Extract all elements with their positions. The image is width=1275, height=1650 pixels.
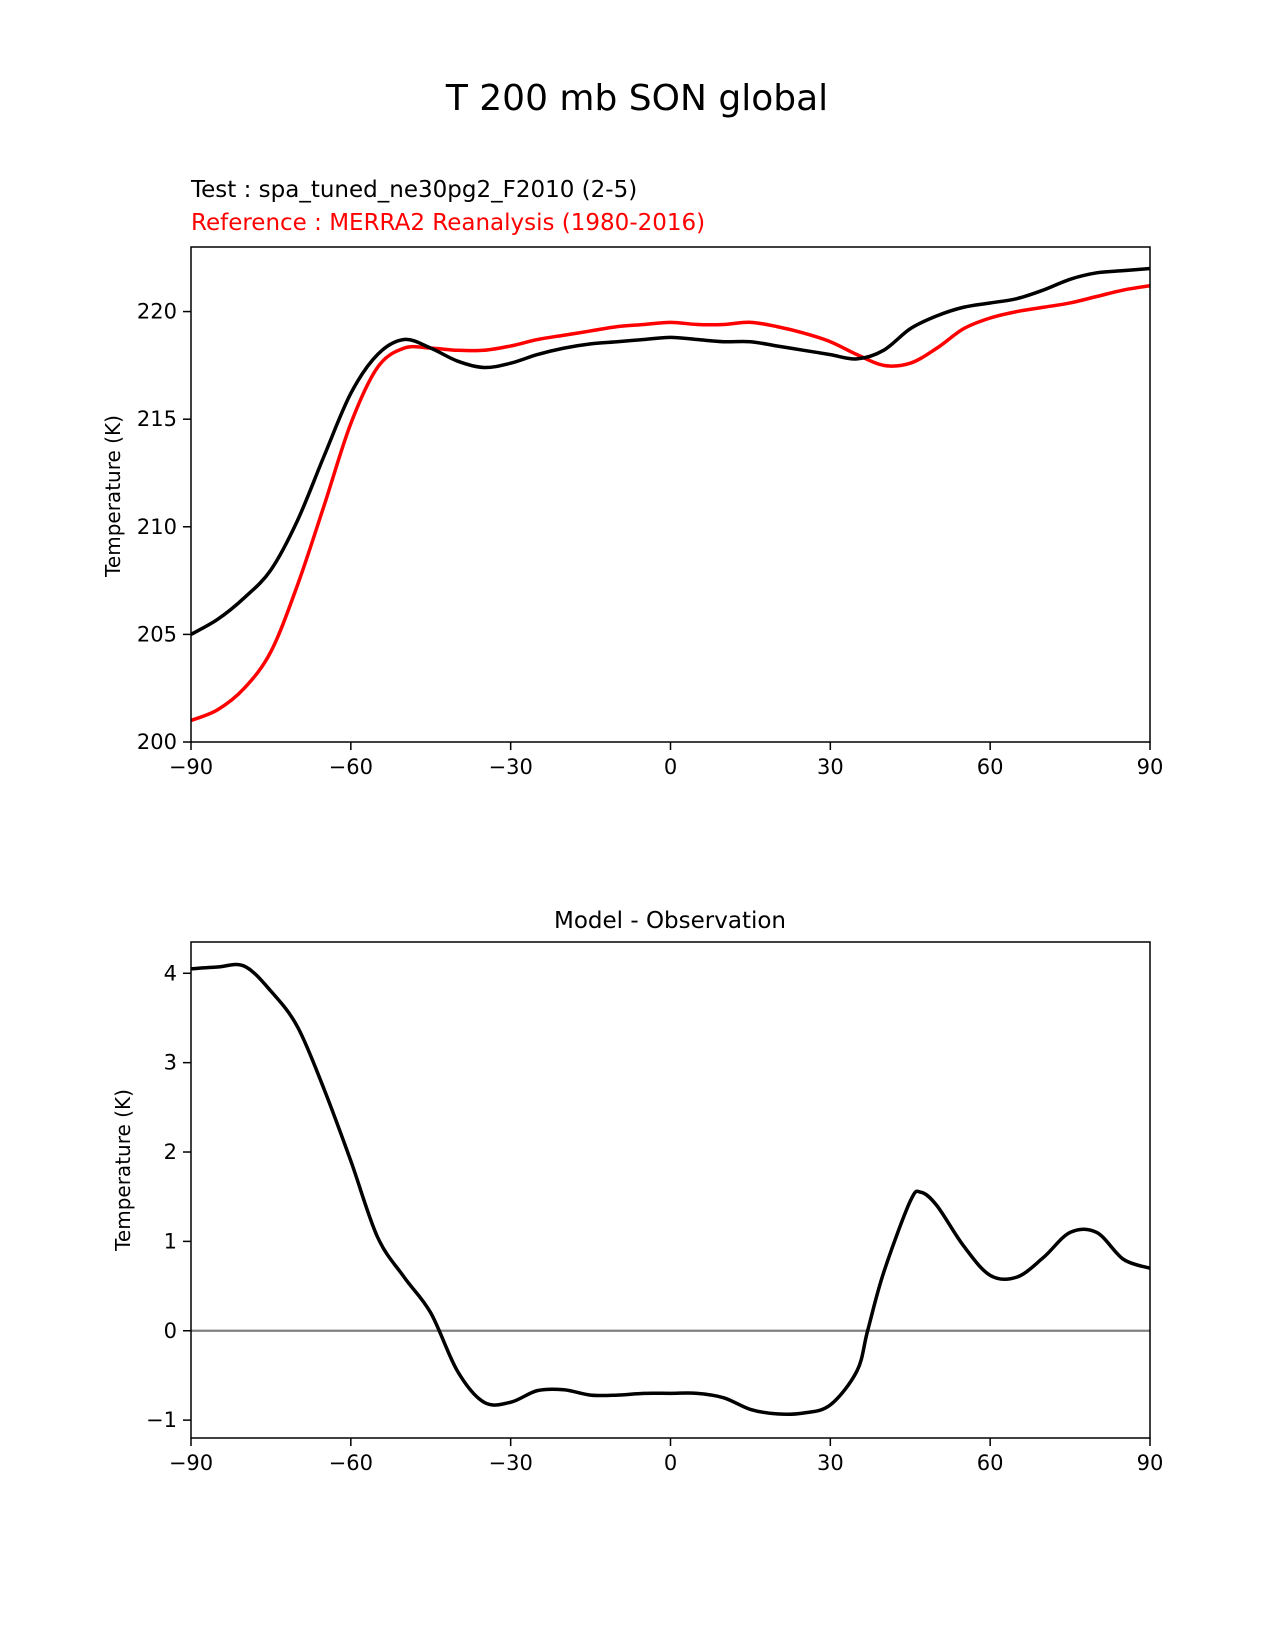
bottom-y-tick-label: 4 bbox=[164, 961, 177, 985]
bottom-y-axis-label: Temperature (K) bbox=[111, 1089, 135, 1252]
bottom-y-tick-label: −1 bbox=[146, 1408, 177, 1432]
top-axes-frame bbox=[190, 246, 1151, 743]
top-reference-series-line bbox=[191, 283, 1150, 723]
top-y-tick-label: 220 bbox=[137, 300, 177, 324]
top-y-tick-label: 215 bbox=[137, 407, 177, 431]
test-label: Test : spa_tuned_ne30pg2_F2010 (2-5) bbox=[190, 177, 637, 203]
top-y-axis-label: Temperature (K) bbox=[101, 415, 125, 578]
top-y-tick-label: 210 bbox=[137, 515, 177, 539]
top-x-tick-label: −60 bbox=[329, 755, 373, 779]
reference-label: Reference : MERRA2 Reanalysis (1980-2016… bbox=[191, 210, 705, 236]
bottom-x-tick-label: 60 bbox=[977, 1451, 1004, 1475]
difference-title: Model - Observation bbox=[554, 908, 786, 934]
top-x-tick-label: 0 bbox=[664, 755, 677, 779]
bottom-x-tick-label: −30 bbox=[489, 1451, 533, 1475]
top-plot-area: −90 −60 −30 0 30 60 90 200 205 210 215 220 bbox=[137, 266, 1164, 779]
difference-panel: Model - Observation Temperature (K) −90−… bbox=[111, 908, 1163, 1475]
top-x-tick-label: −30 bbox=[489, 755, 533, 779]
bottom-plot-area: −90 −60 −30 0 30 60 90 −1 0 1 2 3 4 bbox=[146, 961, 1163, 1475]
bottom-x-tick-label: −90 bbox=[169, 1451, 213, 1475]
bottom-x-tick-label: −60 bbox=[329, 1451, 373, 1475]
bottom-y-tick-label: 2 bbox=[164, 1140, 177, 1164]
top-y-tick-label: 205 bbox=[137, 622, 177, 646]
top-x-tick-label: 90 bbox=[1137, 755, 1164, 779]
figure-title: T 200 mb SON global bbox=[445, 78, 828, 119]
top-x-tick-label: 60 bbox=[977, 755, 1004, 779]
top-test-series-line bbox=[191, 266, 1150, 637]
bottom-y-tick-label: 0 bbox=[164, 1319, 177, 1343]
bottom-x-tick-label: 30 bbox=[817, 1451, 844, 1475]
bottom-y-tick-label: 3 bbox=[164, 1051, 177, 1075]
bottom-y-tick-label: 1 bbox=[164, 1229, 177, 1253]
bottom-axes-frame bbox=[190, 941, 1151, 1439]
bottom-x-tick-label: 0 bbox=[664, 1451, 677, 1475]
top-x-tick-label: 30 bbox=[817, 755, 844, 779]
bottom-difference-series-line bbox=[191, 962, 1150, 1416]
absolute-temperature-panel: Test : spa_tuned_ne30pg2_F2010 (2-5) Ref… bbox=[101, 177, 1163, 779]
top-x-tick-label: −90 bbox=[169, 755, 213, 779]
bottom-x-tick-label: 90 bbox=[1137, 1451, 1164, 1475]
top-y-tick-label: 200 bbox=[137, 730, 177, 754]
